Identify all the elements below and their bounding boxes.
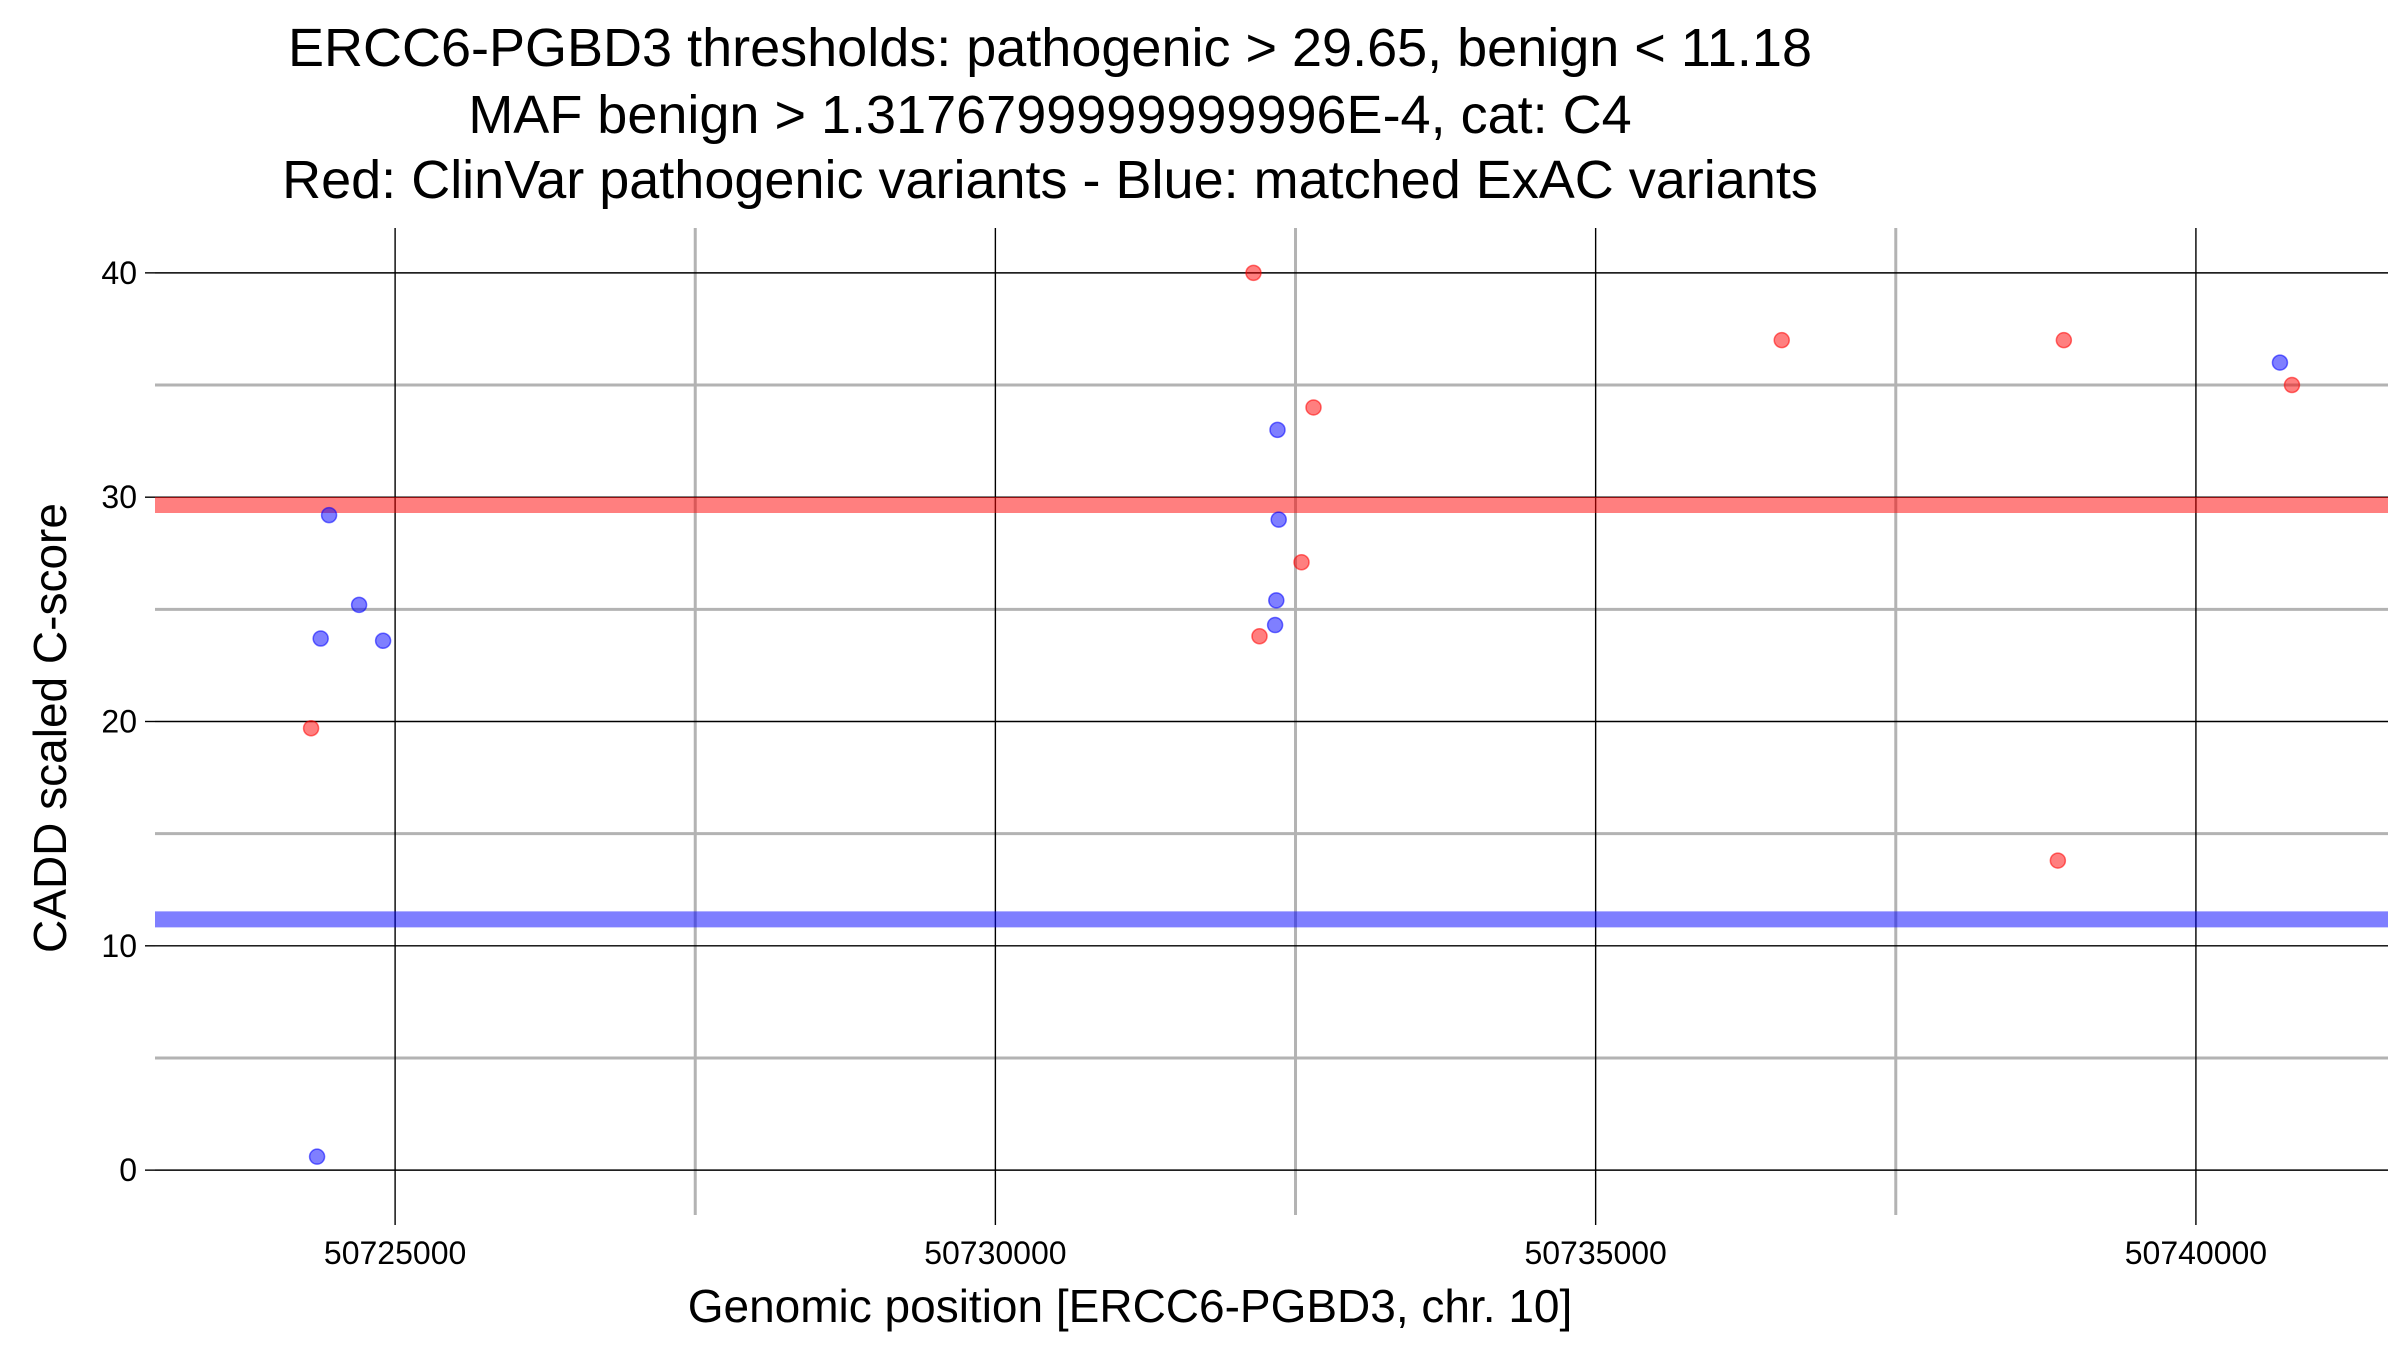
- axis-ticks: 50725000 50730000 50735000 50740000 0 10 20 30 4…: [101, 255, 2267, 1271]
- clinvar-pathogenic-point: [1305, 399, 1322, 416]
- chart-title-line-1: ERCC6-PGBD3 thresholds: pathogenic > 29.…: [288, 18, 1812, 78]
- exac-variant-point: [2271, 354, 2289, 371]
- clinvar-pathogenic-point: [2049, 852, 2067, 869]
- clinvar-pathogenic-point: [2055, 331, 2073, 349]
- clinvar-pathogenic-point: [1251, 628, 1268, 645]
- exac-variant-point: [350, 596, 368, 614]
- y-tick-label: 10: [101, 928, 137, 964]
- y-tick-label: 0: [119, 1152, 137, 1188]
- x-axis-title: Genomic position [ERCC6-PGBD3, chr. 10]: [688, 1280, 1573, 1332]
- clinvar-pathogenic-point: [302, 719, 320, 737]
- y-tick-label: 30: [101, 479, 137, 515]
- x-tick-label: 50730000: [924, 1235, 1066, 1271]
- chart-title-line-2: MAF benign > 1.3176799999999996E-4, cat:…: [468, 85, 1631, 145]
- y-tick-label: 20: [101, 704, 137, 740]
- major-grid: [155, 228, 2388, 1215]
- exac-variant-point: [312, 630, 329, 647]
- exac-variant-point: [308, 1148, 326, 1165]
- exac-variant-point: [374, 632, 392, 649]
- exac-variant-point: [1270, 511, 1287, 528]
- exac-variant-point: [1269, 421, 1286, 439]
- x-tick-label: 50735000: [1524, 1235, 1666, 1271]
- exac-variant-point: [1266, 616, 1284, 634]
- clinvar-pathogenic-point: [1293, 553, 1310, 571]
- threshold-bands: [155, 497, 2388, 928]
- exac-variant-point: [320, 506, 338, 524]
- clinvar-pathogenic-point: [1773, 331, 1790, 349]
- clinvar-pathogenic-point: [1245, 264, 1262, 282]
- y-axis-title: CADD scaled C-score: [24, 503, 76, 953]
- exac-variant-point: [1268, 592, 1285, 609]
- y-tick-label: 40: [101, 255, 137, 291]
- clinvar-pathogenic-point: [2283, 376, 2301, 394]
- chart-title-line-3: Red: ClinVar pathogenic variants - Blue:…: [282, 150, 1818, 210]
- data-points: [302, 264, 2301, 1165]
- x-tick-label: 50740000: [2125, 1235, 2267, 1271]
- x-tick-label: 50725000: [324, 1235, 466, 1271]
- minor-grid: [155, 228, 2388, 1215]
